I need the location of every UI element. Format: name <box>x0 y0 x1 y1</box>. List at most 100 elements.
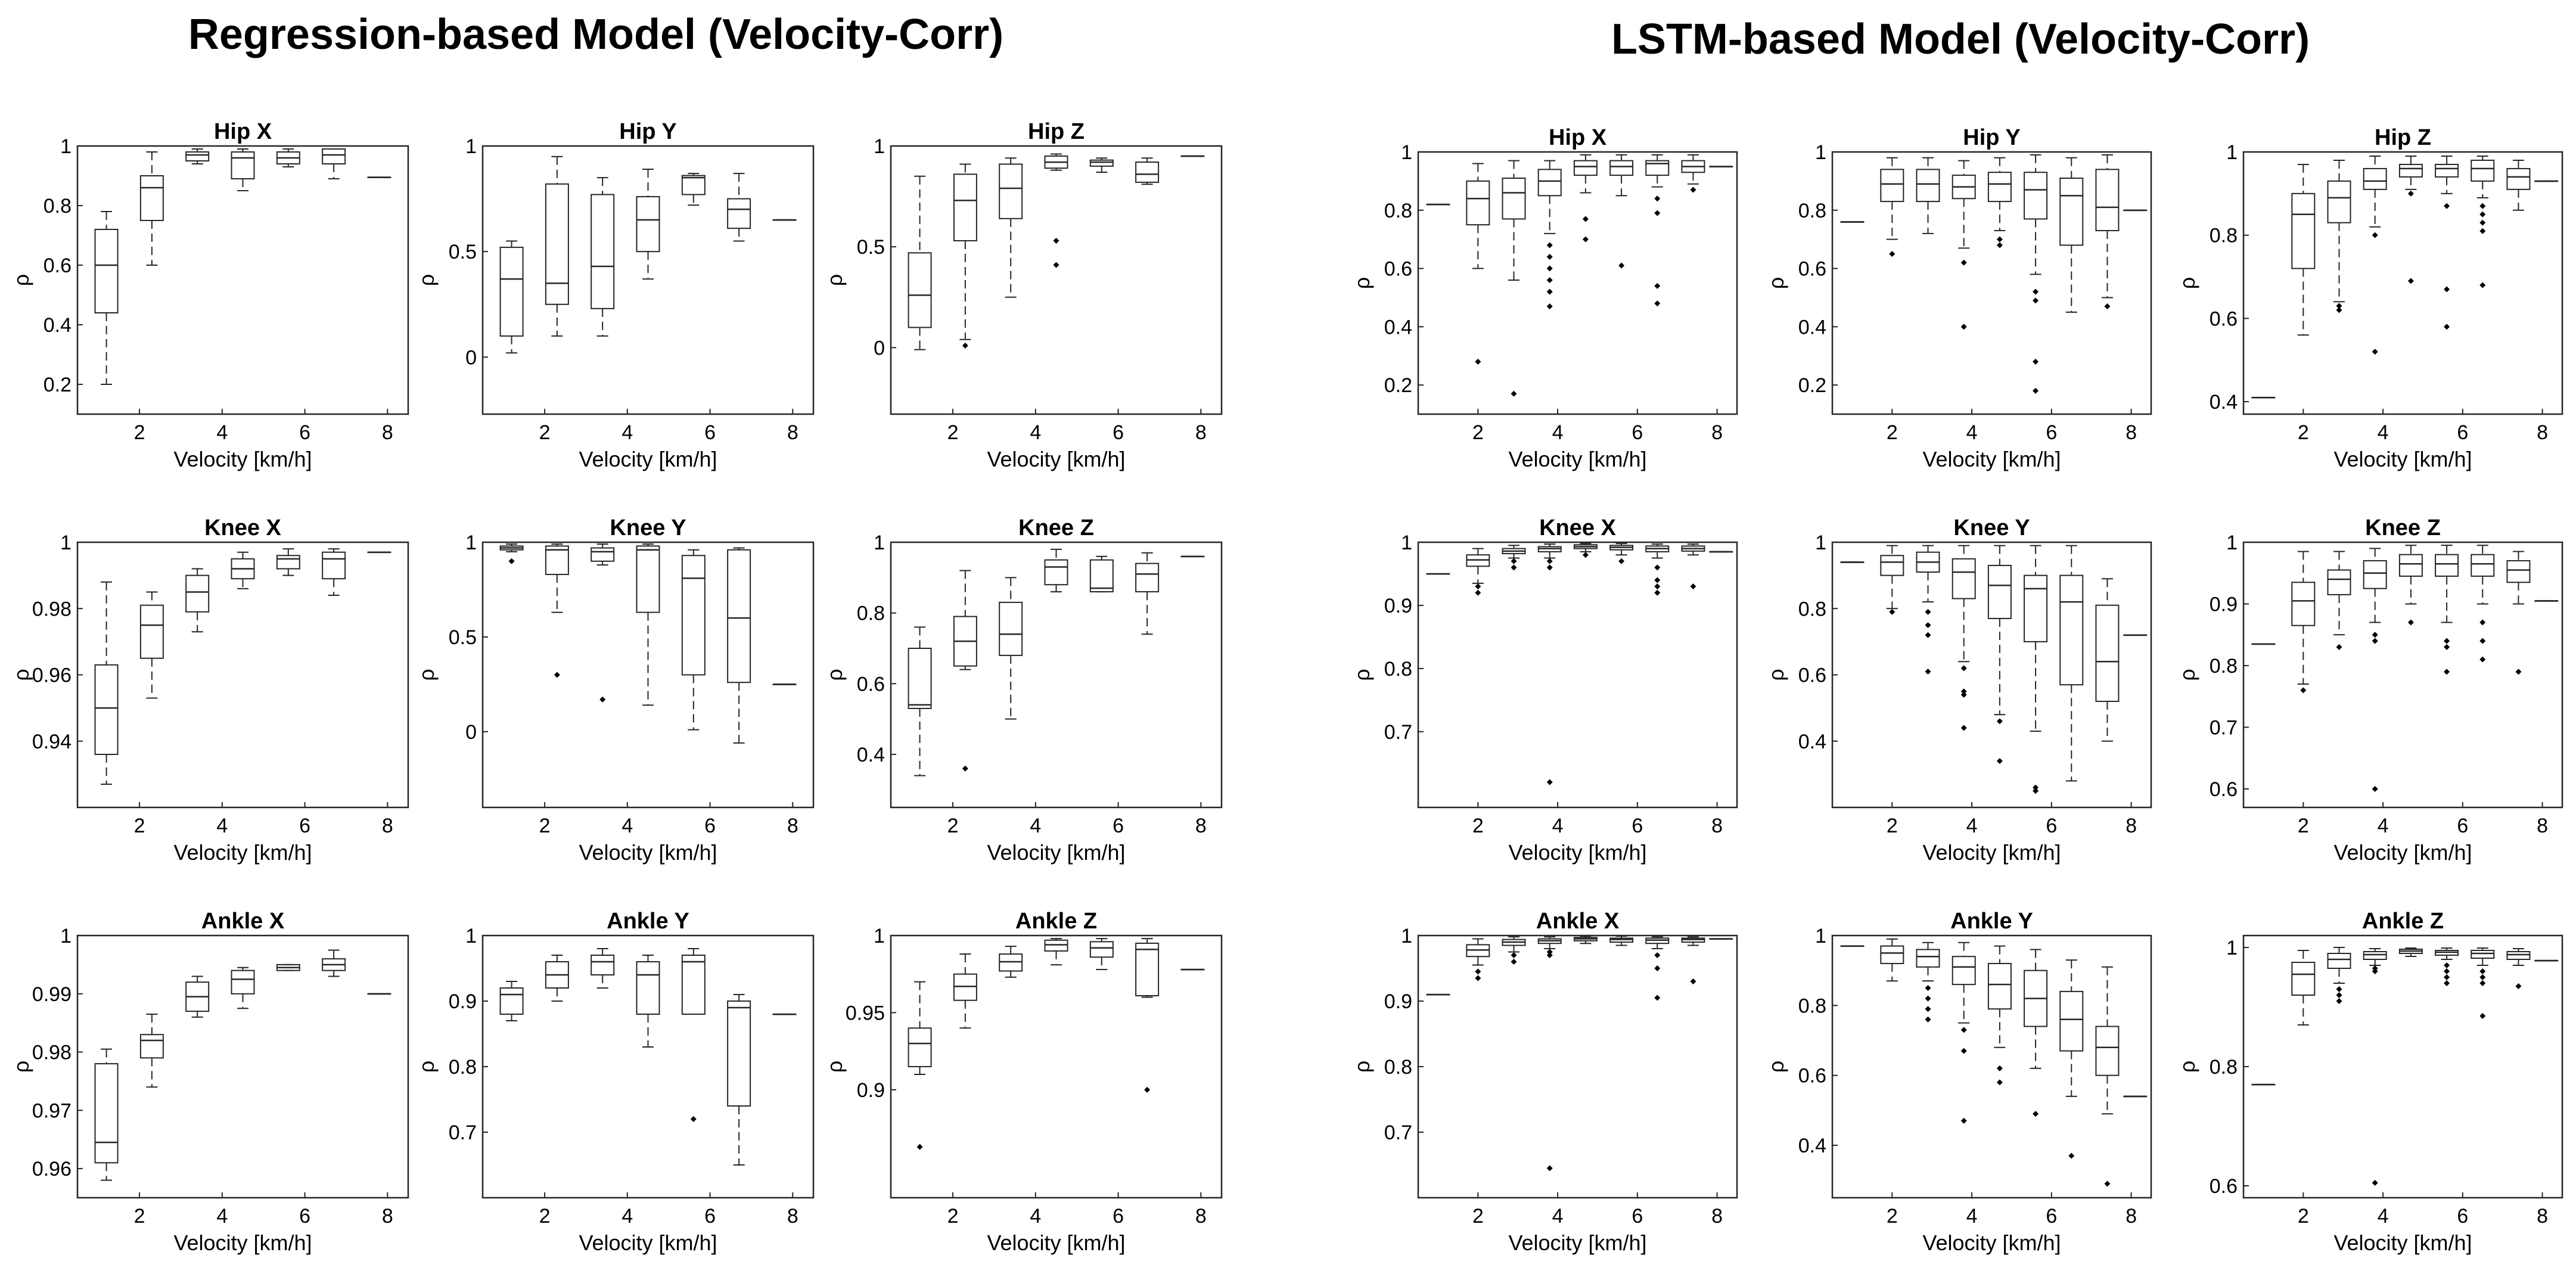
x-tick-label: 8 <box>382 1205 393 1228</box>
box <box>2024 154 2048 394</box>
outlier-point <box>2104 1180 2111 1187</box>
y-tick-label: 0.4 <box>2210 391 2238 414</box>
box <box>139 1014 164 1088</box>
y-tick-label: 0.95 <box>846 1002 885 1024</box>
x-axis-label: Velocity [km/h] <box>579 447 717 471</box>
x-tick-label: 6 <box>1632 815 1643 837</box>
box <box>1573 154 1598 243</box>
box <box>1537 543 1562 785</box>
y-tick-label: 0.7 <box>1384 1121 1412 1144</box>
x-axis-label: Velocity [km/h] <box>173 1231 312 1255</box>
axes-frame <box>890 541 1223 809</box>
outlier-point <box>1960 1048 1967 1054</box>
outlier-point <box>2033 784 2039 791</box>
box <box>2471 545 2495 663</box>
box <box>276 964 300 971</box>
box <box>1645 543 1670 596</box>
y-tick-label: 0.96 <box>32 664 72 687</box>
y-axis-label: ρ <box>414 1061 439 1073</box>
x-tick-label: 4 <box>1966 421 1978 444</box>
box <box>1609 543 1634 564</box>
y-tick-label: 0.8 <box>2210 655 2238 678</box>
box-iqr <box>2291 962 2316 996</box>
box <box>1502 545 1526 571</box>
box-iqr <box>139 1034 164 1059</box>
outlier-point <box>1618 558 1625 564</box>
x-tick-label: 6 <box>2457 815 2468 837</box>
outlier-point <box>1996 1079 2003 1086</box>
outlier-point <box>1546 949 1553 955</box>
y-tick-label: 1 <box>1401 925 1412 947</box>
box <box>2327 947 2351 1004</box>
box <box>636 168 660 280</box>
box <box>636 543 660 706</box>
outlier-point <box>1546 265 1553 272</box>
outlier-point <box>2372 232 2378 238</box>
x-tick-label: 8 <box>787 1205 798 1228</box>
outlier-point <box>1546 242 1553 248</box>
y-tick-label: 1 <box>60 532 72 554</box>
x-axis-label: Velocity [km/h] <box>2333 1231 2472 1255</box>
outlier-point <box>2033 359 2039 365</box>
box-iqr <box>139 175 164 221</box>
outlier-point <box>1996 242 2003 248</box>
outlier-point <box>2479 228 2486 234</box>
box <box>1135 552 1160 635</box>
box <box>2506 159 2531 211</box>
x-tick-label: 6 <box>2457 1205 2468 1228</box>
x-tick-label: 2 <box>1887 1205 1898 1228</box>
outlier-point <box>2104 303 2111 310</box>
outlier-point <box>1690 978 1696 984</box>
y-tick-label: 0 <box>465 721 477 744</box>
box-iqr <box>908 252 932 328</box>
box-iqr <box>2059 990 2084 1052</box>
y-tick-label: 0.9 <box>857 1079 885 1102</box>
box <box>1044 153 1068 268</box>
x-tick-label: 2 <box>539 421 551 444</box>
x-tick-label: 2 <box>539 1205 551 1228</box>
y-tick-label: 0.2 <box>43 374 72 396</box>
x-tick-label: 2 <box>1887 815 1898 837</box>
x-tick-label: 4 <box>622 1205 633 1228</box>
x-axis-label: Velocity [km/h] <box>1508 447 1646 471</box>
axes-frame <box>76 934 409 1199</box>
y-tick-label: 0.6 <box>1798 258 1826 281</box>
y-tick-label: 0.2 <box>1798 374 1826 397</box>
subplot: Hip Y 2 4 6 8 0.2 0.4 0.6 0.8 1 Velocity [km/h] ρ <box>1764 125 2152 471</box>
outlier-point <box>1996 1065 2003 1071</box>
lstm-panel-title: LSTM-based Model (Velocity-Corr) <box>1611 15 2310 63</box>
y-tick-label: 1 <box>60 925 72 947</box>
box-iqr <box>591 955 615 975</box>
box-iqr <box>139 604 164 659</box>
box <box>2363 948 2387 1186</box>
box <box>2059 959 2084 1159</box>
subplot: Ankle X 2 4 6 8 0.7 0.8 0.9 1 Velocity [km/h] ρ <box>1350 909 1738 1255</box>
y-tick-label: 0.8 <box>1798 598 1826 620</box>
box-iqr <box>1916 169 1940 203</box>
outlier-point <box>1053 262 1059 268</box>
box-iqr <box>185 151 210 161</box>
outlier-point <box>1654 952 1661 958</box>
box-iqr <box>636 545 660 613</box>
box <box>2506 551 2531 675</box>
box <box>1502 160 1526 397</box>
box-iqr <box>1952 956 1976 986</box>
outlier-point <box>1475 359 1481 365</box>
y-axis-label: ρ <box>9 1061 33 1073</box>
box <box>1573 543 1598 558</box>
box-iqr <box>499 987 524 1015</box>
box <box>1681 154 1705 193</box>
box <box>231 148 255 191</box>
x-tick-label: 6 <box>1113 1205 1124 1228</box>
box <box>681 173 706 206</box>
x-tick-label: 6 <box>704 1205 716 1228</box>
box <box>2251 396 2276 399</box>
box <box>276 548 300 576</box>
outlier-point <box>2479 656 2486 663</box>
box <box>1135 157 1160 185</box>
box-iqr <box>231 151 255 179</box>
box <box>231 551 255 589</box>
outlier-point <box>2444 324 2450 330</box>
box <box>1466 163 1490 365</box>
y-tick-label: 0.4 <box>1798 731 1826 753</box>
